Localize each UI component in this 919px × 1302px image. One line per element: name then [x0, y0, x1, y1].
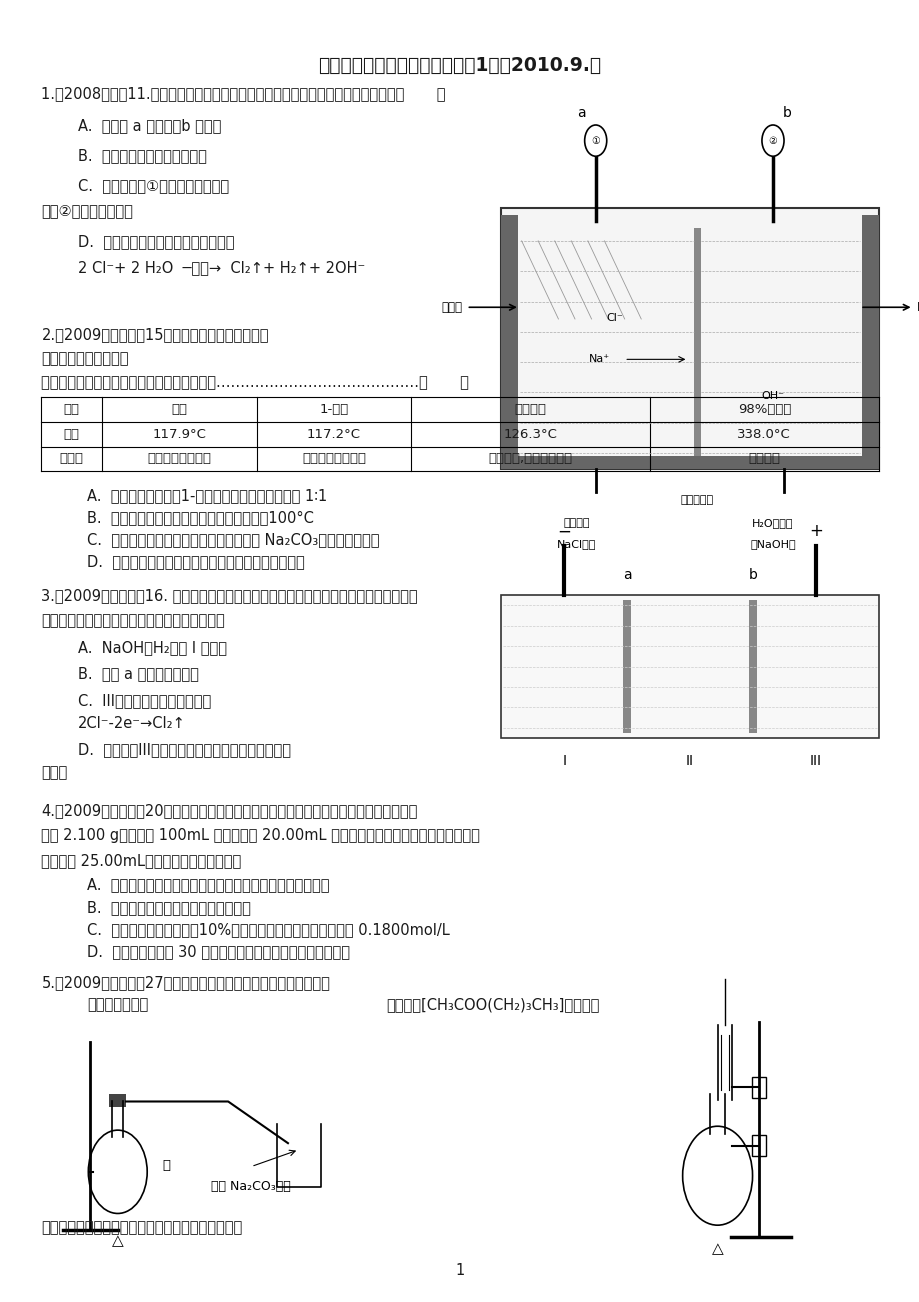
- Bar: [501, 456, 878, 469]
- Text: 4.（2009徐汇二模）20．测定小苏打（杂质为氯化钠）样品的纯度，操作过程如下：称取: 4.（2009徐汇二模）20．测定小苏打（杂质为氯化钠）样品的纯度，操作过程如下…: [41, 803, 417, 819]
- Text: 饱和 Na₂CO₃溶液: 饱和 Na₂CO₃溶液: [211, 1180, 290, 1193]
- Text: NaOH溶液: NaOH溶液: [916, 301, 919, 314]
- Text: b: b: [781, 105, 790, 120]
- Circle shape: [584, 125, 607, 156]
- Text: 后橙色: 后橙色: [41, 766, 68, 781]
- Text: B.  不用水浴加热是因为乙酸丁酯的沸点高于100°C: B. 不用水浴加热是因为乙酸丁酯的沸点高于100°C: [87, 510, 314, 526]
- Text: 溶于水和有机溶剂: 溶于水和有机溶剂: [147, 453, 210, 465]
- Text: 离子交换膜: 离子交换膜: [680, 495, 713, 505]
- Text: a: a: [622, 568, 630, 582]
- Text: III: III: [809, 754, 821, 768]
- Text: △: △: [711, 1241, 722, 1256]
- Bar: [861, 215, 878, 462]
- Text: 制备这两种酯所涉及的有关物质的物理性质见下表：: 制备这两种酯所涉及的有关物质的物理性质见下表：: [41, 1220, 243, 1236]
- Bar: [748, 600, 755, 733]
- Text: 它有关数据如下表，则: 它有关数据如下表，则: [41, 352, 129, 367]
- Text: NaCl溶液: NaCl溶液: [557, 539, 596, 549]
- Text: B.  滴定的指示剂可以选用甲基橙或酚酞: B. 滴定的指示剂可以选用甲基橙或酚酞: [87, 900, 251, 915]
- Bar: [693, 228, 700, 456]
- Text: D.  电解时往III区的溶液中滴加甲基橙，溶液先变红: D. 电解时往III区的溶液中滴加甲基橙，溶液先变红: [78, 742, 291, 758]
- Text: 2Cl⁻-2e⁻→Cl₂↑: 2Cl⁻-2e⁻→Cl₂↑: [78, 716, 186, 732]
- Bar: [751, 1077, 766, 1098]
- Text: 精制饱和: 精制饱和: [563, 518, 589, 529]
- Text: 物质: 物质: [63, 404, 79, 415]
- Text: 溶于水和有机溶剂: 溶于水和有机溶剂: [301, 453, 366, 465]
- Text: 水: 水: [162, 1159, 170, 1172]
- Text: 117.2°C: 117.2°C: [307, 428, 360, 440]
- Text: a: a: [577, 105, 585, 120]
- Bar: [501, 208, 878, 469]
- Text: 淡盐水: 淡盐水: [441, 301, 462, 314]
- Text: ②: ②: [767, 135, 777, 146]
- Text: Cl⁻: Cl⁻: [606, 312, 622, 323]
- Text: 338.0°C: 338.0°C: [737, 428, 790, 440]
- Text: 溶解性: 溶解性: [60, 453, 84, 465]
- Text: ①: ①: [591, 135, 599, 146]
- Circle shape: [761, 125, 783, 156]
- Text: 乙酸丁酯[CH₃COO(CH₂)₃CH₃]的制备：: 乙酸丁酯[CH₃COO(CH₂)₃CH₃]的制备：: [386, 997, 599, 1013]
- Text: 高三化学新增知识点试题汇编（1）（2010.9.）: 高三化学新增知识点试题汇编（1）（2010.9.）: [318, 56, 601, 76]
- Text: △: △: [112, 1233, 123, 1249]
- Text: 微溶于水,溶于有机溶剂: 微溶于水,溶于有机溶剂: [488, 453, 573, 465]
- Text: A.  装置中 a 为阴极，b 为阳极: A. 装置中 a 为阴极，b 为阳极: [78, 118, 221, 134]
- Text: B.  图中 a 为阴离子交换膜: B. 图中 a 为阴离子交换膜: [78, 667, 199, 682]
- Text: 3.（2009静安二模）16. 目前电解法制烧碱通常采用离子交换膜法，阳（阴）离子交换膜: 3.（2009静安二模）16. 目前电解法制烧碱通常采用离子交换膜法，阳（阴）离…: [41, 589, 417, 604]
- Text: 与水混溶: 与水混溶: [747, 453, 779, 465]
- Text: +: +: [808, 522, 822, 540]
- Text: 乙酸: 乙酸: [171, 404, 187, 415]
- Text: 乙酸乙酯的制备: 乙酸乙酯的制备: [87, 997, 149, 1013]
- Text: D.  溶液变色未保持 30 秒，即停止滴定，会导致测定结果偏低: D. 溶液变色未保持 30 秒，即停止滴定，会导致测定结果偏低: [87, 944, 350, 960]
- Text: A.  NaOH、H₂均在 I 区产生: A. NaOH、H₂均在 I 区产生: [78, 641, 227, 656]
- Text: 5.（2009浦东一模）27．在高中阶段，安排了两种酯的制备实验：: 5.（2009浦东一模）27．在高中阶段，安排了两种酯的制备实验：: [41, 975, 330, 991]
- Text: 2 Cl⁻+ 2 H₂O  ─通电→  Cl₂↑+ H₂↑+ 2OH⁻: 2 Cl⁻+ 2 H₂O ─通电→ Cl₂↑+ H₂↑+ 2OH⁻: [78, 260, 365, 276]
- Text: II: II: [686, 754, 693, 768]
- Bar: [751, 1135, 766, 1156]
- Text: Na⁺: Na⁺: [589, 354, 610, 365]
- Bar: [109, 1094, 126, 1107]
- Bar: [501, 595, 878, 738]
- Text: 乙酸丁酯: 乙酸丁酯: [515, 404, 546, 415]
- Text: B.  装置能将化学能转化为电能: B. 装置能将化学能转化为电能: [78, 148, 207, 164]
- Text: H₂O（含少: H₂O（含少: [752, 518, 793, 529]
- Text: b: b: [748, 568, 756, 582]
- Bar: [623, 600, 630, 733]
- Text: A.  相对价廉的乙酸与1-丁醇的物质的量之比应大于 1∶1: A. 相对价廉的乙酸与1-丁醇的物质的量之比应大于 1∶1: [87, 488, 327, 504]
- Text: D.  装置中发生反应的离子方程式是：: D. 装置中发生反应的离子方程式是：: [78, 234, 234, 250]
- Text: 以下关于实验室制备乙酸丁酯的叙述错误的是……………………………………（       ）: 以下关于实验室制备乙酸丁酯的叙述错误的是……………………………………（ ）: [41, 375, 469, 391]
- Text: 117.9°C: 117.9°C: [152, 428, 206, 440]
- Text: 1.（2008宝山）11.右图是工业电解饱和食盐水的装置示意图，下列说法中正确的是（       ）: 1.（2008宝山）11.右图是工业电解饱和食盐水的装置示意图，下列说法中正确的…: [41, 86, 446, 102]
- Text: 不允许阴（阳）离子通过，则以下叙述错误的是: 不允许阴（阳）离子通过，则以下叙述错误的是: [41, 613, 225, 629]
- Text: 2.（2009静安二模）15．实验室制备乙酸丁酯，其: 2.（2009静安二模）15．实验室制备乙酸丁酯，其: [41, 327, 268, 342]
- Text: 1: 1: [455, 1263, 464, 1279]
- Text: 出口②处的物质是氧气: 出口②处的物质是氧气: [41, 203, 133, 219]
- Bar: [501, 215, 517, 462]
- Text: A.  实验中所用到的滴定管、容量瓶，在使用前均需要检漏；: A. 实验中所用到的滴定管、容量瓶，在使用前均需要检漏；: [87, 878, 330, 893]
- Text: C.  从反应后混合物分离出粗品的方法：用 Na₂CO₃溶液洗涤后分液: C. 从反应后混合物分离出粗品的方法：用 Na₂CO₃溶液洗涤后分液: [87, 533, 380, 548]
- Text: C.  装置中出口①处的物质是氯气，: C. 装置中出口①处的物质是氯气，: [78, 178, 229, 194]
- Text: 126.3°C: 126.3°C: [504, 428, 557, 440]
- Text: C.  III区炭棒上的电极反应式为: C. III区炭棒上的电极反应式为: [78, 693, 211, 708]
- Text: D.  由粗品制精品需要进行的一步操作：加吸水剂蒸馏: D. 由粗品制精品需要进行的一步操作：加吸水剂蒸馏: [87, 555, 305, 570]
- Text: OH⁻: OH⁻: [761, 391, 784, 401]
- Text: 样品 2.100 g，配制成 100mL 溶液，量取 20.00mL 溶液用盐酸标准溶液滴定，滴定管的最: 样品 2.100 g，配制成 100mL 溶液，量取 20.00mL 溶液用盐酸…: [41, 828, 480, 844]
- Text: 1-丁醇: 1-丁醇: [319, 404, 348, 415]
- Text: 大读数为 25.00mL。下列相关叙述错误的是: 大读数为 25.00mL。下列相关叙述错误的是: [41, 853, 242, 868]
- Text: −: −: [557, 522, 571, 540]
- Text: C.  若样品中杂质含量小于10%，则盐酸标准溶液的浓度应小于 0.1800mol/L: C. 若样品中杂质含量小于10%，则盐酸标准溶液的浓度应小于 0.1800mol…: [87, 922, 449, 937]
- Text: 量NaOH）: 量NaOH）: [749, 539, 795, 549]
- Text: 98%浓硫酸: 98%浓硫酸: [737, 404, 790, 415]
- Text: I: I: [562, 754, 566, 768]
- Text: 沸点: 沸点: [63, 428, 79, 440]
